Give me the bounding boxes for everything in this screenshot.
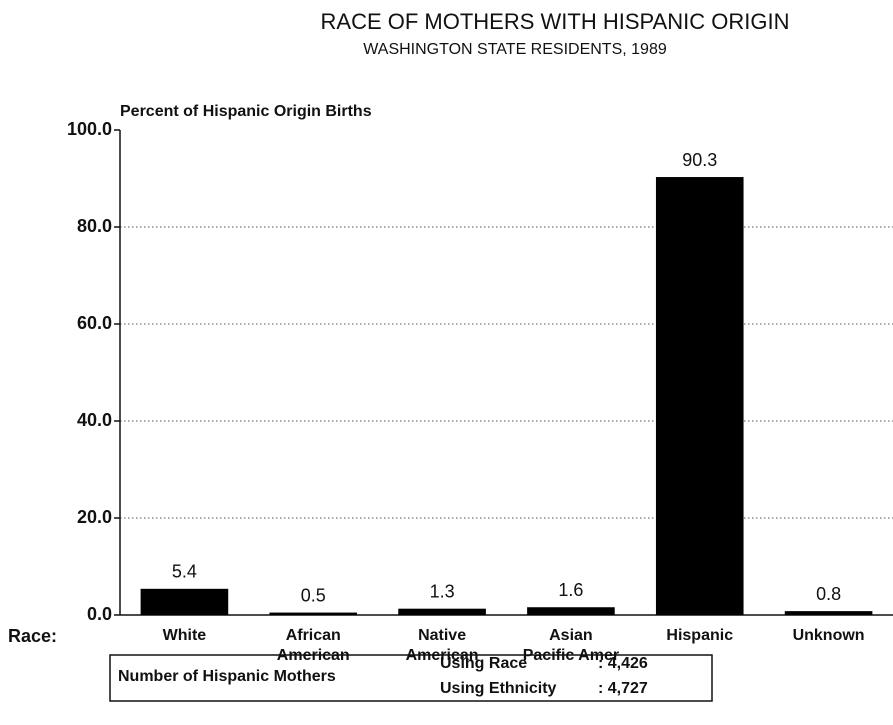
y-tick-label: 60.0 — [77, 313, 112, 333]
note-row-value: : 4,727 — [598, 680, 648, 697]
bar — [140, 588, 229, 615]
value-label: 0.5 — [301, 585, 326, 605]
x-tick-label: African American — [277, 627, 350, 664]
value-label: 5.4 — [172, 562, 197, 582]
note-row-value: : 4,426 — [598, 655, 648, 672]
x-tick-label: Native American — [406, 627, 479, 664]
bar — [527, 607, 615, 615]
value-label: 1.3 — [430, 581, 455, 601]
bar — [398, 608, 486, 615]
value-label: 90.3 — [682, 150, 717, 170]
y-tick-label: 80.0 — [77, 216, 112, 236]
x-tick-label: Hispanic — [666, 627, 733, 644]
bar — [655, 177, 744, 616]
y-tick-label: 20.0 — [77, 507, 112, 527]
chart-title: RACE OF MOTHERS WITH HISPANIC ORIGIN — [321, 9, 790, 34]
y-axis-label: Percent of Hispanic Origin Births — [120, 103, 372, 120]
bar — [269, 612, 358, 615]
note-row-name: Using Race — [440, 655, 527, 672]
chart-subtitle: WASHINGTON STATE RESIDENTS, 1989 — [363, 41, 667, 58]
x-tick-label: Unknown — [793, 627, 865, 644]
x-tick-label: Asian Pacific Amer — [523, 627, 619, 664]
note-box — [109, 654, 713, 702]
note-label: Number of Hispanic Mothers — [118, 668, 336, 685]
value-label: 0.8 — [816, 584, 841, 604]
bar — [784, 611, 873, 615]
x-tick-label: White — [163, 627, 207, 644]
y-tick-label: 0.0 — [87, 604, 112, 624]
y-tick-label: 40.0 — [77, 410, 112, 430]
x-axis-label: Race: — [8, 626, 57, 646]
y-tick-label: 100.0 — [67, 119, 112, 139]
note-row-name: Using Ethnicity — [440, 680, 557, 697]
value-label: 1.6 — [558, 580, 583, 600]
